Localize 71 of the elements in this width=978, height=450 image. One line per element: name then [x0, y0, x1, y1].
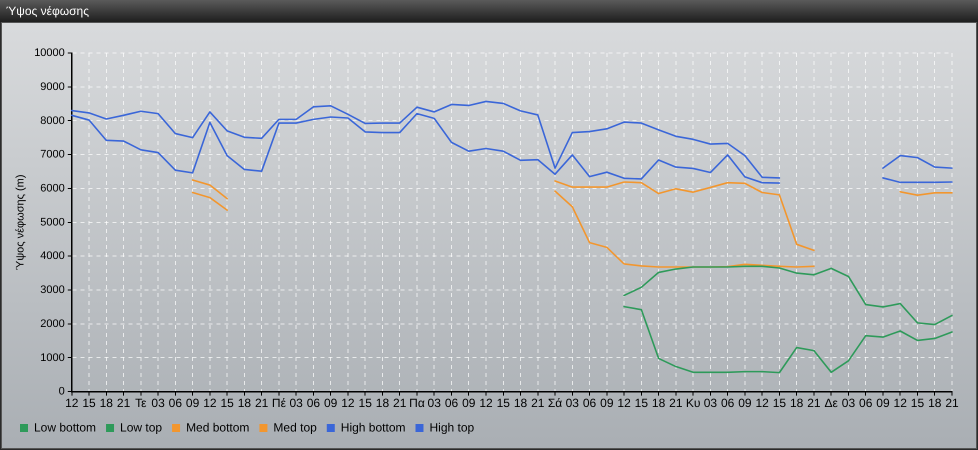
x-tick-label: 21	[669, 396, 683, 410]
y-tick-label: 9000	[40, 80, 65, 93]
x-tick-label: 06	[306, 396, 320, 410]
x-tick-label: Κυ	[686, 396, 700, 410]
x-tick-label: 06	[582, 396, 597, 410]
legend-label: Low top	[120, 420, 162, 434]
x-tick-label: 21	[945, 396, 959, 410]
x-tick-label: 09	[600, 396, 614, 410]
y-tick-label: 3000	[40, 284, 65, 296]
y-tick-label: 7000	[40, 148, 65, 161]
x-tick-label: Δε	[824, 396, 839, 410]
y-tick-label: 5000	[40, 216, 65, 228]
y-tick-label: 6000	[40, 182, 65, 194]
x-tick-label: 12	[65, 396, 79, 410]
x-tick-label: 18	[514, 396, 528, 410]
x-tick-label: 18	[928, 396, 942, 410]
x-tick-label: 21	[807, 396, 821, 410]
x-tick-label: 15	[634, 396, 648, 410]
legend-label: Low bottom	[34, 420, 96, 434]
x-tick-label: 06	[720, 396, 735, 410]
x-tick-label: 18	[238, 396, 252, 410]
x-tick-label: 03	[842, 396, 856, 410]
x-tick-label: 12	[341, 396, 355, 410]
x-tick-label: 21	[116, 396, 131, 410]
x-tick-label: Σά	[548, 396, 562, 410]
x-tick-label: 18	[790, 396, 804, 410]
x-tick-label: Πα	[409, 396, 425, 410]
y-tick-label: 1000	[40, 352, 65, 364]
x-tick-label: 18	[100, 396, 114, 410]
x-tick-label: 15	[496, 396, 510, 410]
x-tick-label: 15	[358, 396, 372, 410]
x-tick-label: 12	[755, 396, 770, 410]
x-tick-label: 18	[376, 396, 390, 410]
chart-title: Ύψος νέφωσης	[0, 0, 978, 22]
y-tick-label: 10000	[34, 47, 65, 60]
legend-label: High top	[429, 420, 475, 434]
legend-label: Med bottom	[186, 420, 250, 434]
x-tick-label: 03	[566, 396, 580, 410]
legend-label: Med top	[273, 420, 318, 434]
x-tick-label: 15	[220, 396, 234, 410]
y-axis-title: Ύψος νέφωσης (m)	[14, 174, 27, 270]
y-tick-label: 0	[58, 386, 65, 398]
x-tick-label: 03	[151, 396, 166, 410]
x-tick-label: 09	[186, 396, 200, 410]
x-tick-label: Πέ	[272, 396, 287, 410]
x-tick-label: 03	[704, 396, 718, 410]
x-tick-label: 15	[82, 396, 96, 410]
x-tick-label: 09	[738, 396, 752, 410]
x-tick-label: 21	[393, 396, 407, 410]
x-tick-label: 09	[324, 396, 338, 410]
x-tick-label: Τε	[135, 396, 148, 410]
x-tick-label: 21	[254, 396, 269, 410]
legend-label: High bottom	[340, 420, 406, 434]
x-tick-label: 03	[289, 396, 304, 410]
y-tick-label: 8000	[40, 114, 65, 127]
x-tick-label: 06	[859, 396, 873, 410]
x-tick-label: 18	[652, 396, 666, 410]
x-tick-label: 21	[531, 396, 545, 410]
x-tick-label: 09	[462, 396, 476, 410]
x-tick-label: 06	[168, 396, 182, 410]
x-tick-label: 06	[444, 396, 458, 410]
x-tick-label: 15	[772, 396, 786, 410]
y-tick-label: 4000	[40, 250, 65, 262]
y-tick-label: 2000	[40, 318, 65, 330]
x-tick-label: 12	[203, 396, 217, 410]
x-tick-label: 12	[617, 396, 632, 410]
x-tick-label: 09	[876, 396, 890, 410]
x-tick-label: 03	[428, 396, 442, 410]
x-tick-label: 12	[894, 396, 908, 410]
x-tick-label: 15	[910, 396, 924, 410]
x-tick-label: 12	[479, 396, 493, 410]
